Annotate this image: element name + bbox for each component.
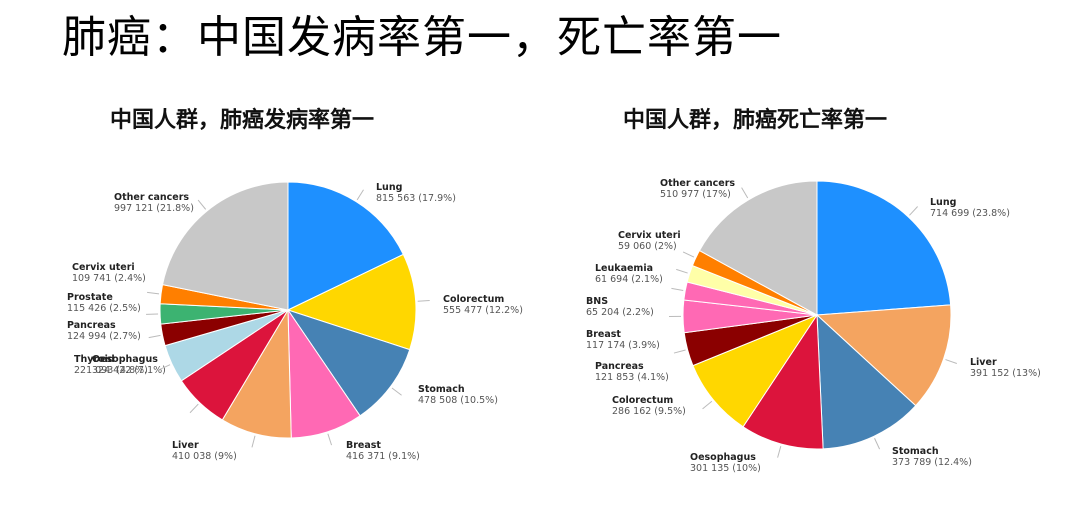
slice-label-value: 221 093 (4.8%) [74, 365, 148, 376]
slice-label-name: Pancreas [595, 361, 644, 372]
leader-line [874, 438, 881, 450]
slice-label-name: Cervix uteri [618, 230, 681, 241]
slice-label-value: 478 508 (10.5%) [418, 395, 498, 406]
slice-label-name: Oesophagus [92, 354, 158, 365]
pie-slice-stomach [816, 313, 917, 450]
pie-slice-other-cancers [698, 180, 818, 316]
slice-label-value: 997 121 (21.8%) [114, 203, 194, 214]
leader-line [356, 189, 364, 201]
slice-label-value: 59 060 (2%) [618, 241, 677, 252]
slice-label-value: 815 563 (17.9%) [376, 193, 456, 204]
page-title: 肺癌：中国发病率第一，死亡率第一 [62, 12, 782, 63]
pie-slice-colorectum [286, 253, 417, 351]
slice-label-value: 65 204 (2.2%) [586, 307, 654, 318]
slice-label-value: 714 699 (23.8%) [930, 208, 1010, 219]
slice-label-value: 121 853 (4.1%) [595, 372, 669, 383]
leader-line [189, 403, 199, 414]
slice-label-value: 117 174 (3.9%) [586, 340, 660, 351]
leader-line [147, 291, 160, 295]
slice-label-name: Breast [586, 329, 621, 340]
slice-label-name: Colorectum [612, 395, 673, 406]
leader-line [671, 287, 684, 292]
leader-line [417, 299, 430, 302]
leader-line [741, 187, 749, 199]
leader-line [148, 334, 161, 339]
slice-label-name: Stomach [418, 384, 465, 395]
slice-label-value: 115 426 (2.5%) [67, 303, 141, 314]
slice-label-value: 324 422 (7.1%) [92, 365, 166, 376]
leader-line [327, 433, 333, 446]
leader-line [158, 364, 171, 371]
pie-slice-lung [816, 180, 952, 316]
slice-label-name: Liver [172, 440, 199, 451]
leader-line [673, 349, 686, 354]
mortality-chart-title: 中国人群，肺癌死亡率第一 [623, 108, 888, 133]
leader-line [682, 251, 695, 258]
leader-line [909, 206, 919, 216]
slice-label-value: 301 135 (10%) [690, 463, 761, 474]
slice-label-name: Stomach [892, 446, 939, 457]
slice-label-name: Pancreas [67, 320, 116, 331]
leader-line [777, 445, 782, 458]
slice-label-name: Prostate [67, 292, 113, 303]
slice-label-name: BNS [586, 296, 608, 307]
slice-label-value: 124 994 (2.7%) [67, 331, 141, 342]
leader-line [945, 359, 957, 364]
slice-label-name: Other cancers [660, 178, 735, 189]
leader-line [391, 387, 402, 396]
pie-slice-stomach [286, 309, 411, 417]
pie-slice-liver [815, 304, 952, 407]
pie-slice-oesophagus [742, 313, 824, 450]
slice-label-value: 61 694 (2.1%) [595, 274, 663, 285]
slice-label-name: Leukaemia [595, 263, 653, 274]
slice-label-value: 286 162 (9.5%) [612, 406, 686, 417]
slice-label-value: 109 741 (2.4%) [72, 273, 146, 284]
slice-label-name: Cervix uteri [72, 262, 135, 273]
pie-slice-colorectum [692, 313, 819, 428]
incidence-chart-title: 中国人群，肺癌发病率第一 [110, 108, 375, 133]
slice-label-name: Colorectum [443, 294, 504, 305]
slice-label-value: 510 977 (17%) [660, 189, 731, 200]
slice-label-value: 410 038 (9%) [172, 451, 237, 462]
pie-slice-other-cancers [161, 181, 289, 311]
slice-label-value: 391 152 (13%) [970, 368, 1041, 379]
leader-line [197, 199, 207, 210]
slice-label-value: 373 789 (12.4%) [892, 457, 972, 468]
slice-label-name: Thyroid [74, 354, 115, 365]
leader-line [676, 268, 688, 274]
pie-slice-lung [287, 181, 404, 311]
slice-label-name: Liver [970, 357, 997, 368]
leader-line [251, 435, 256, 448]
slice-label-name: Lung [376, 182, 402, 193]
slice-label-name: Other cancers [114, 192, 189, 203]
slice-label-value: 555 477 (12.2%) [443, 305, 523, 316]
slice-label-name: Breast [346, 440, 381, 451]
slice-label-value: 416 371 (9.1%) [346, 451, 420, 462]
slice-label-name: Oesophagus [690, 452, 756, 463]
slice-label-name: Lung [930, 197, 956, 208]
leader-line [702, 400, 713, 410]
